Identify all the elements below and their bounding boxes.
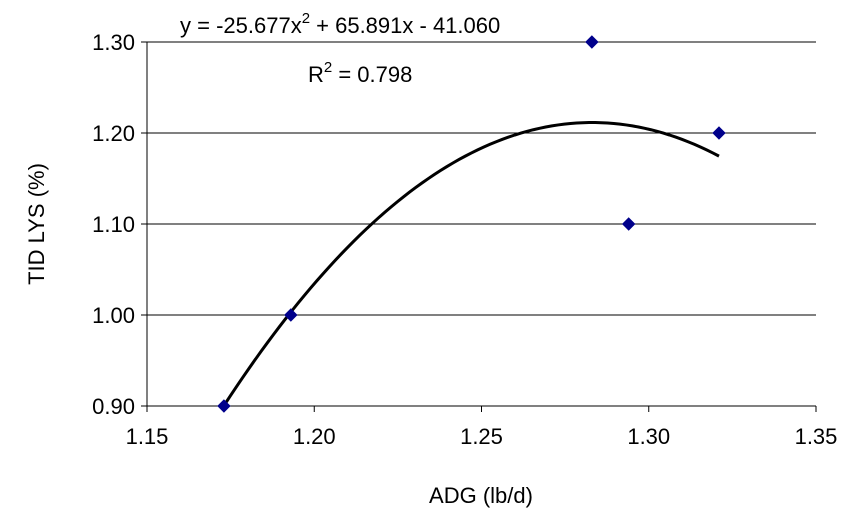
y-tick-label: 1.10 xyxy=(92,212,135,237)
data-points xyxy=(217,35,726,413)
r-squared-label: R2 = 0.798 xyxy=(308,59,412,87)
x-tick-label: 1.15 xyxy=(126,424,169,449)
x-tick-label: 1.25 xyxy=(460,424,503,449)
trendline xyxy=(222,121,720,407)
gridlines xyxy=(147,41,816,316)
axes xyxy=(141,41,817,412)
data-point-marker xyxy=(621,217,636,231)
y-tick-label: 1.20 xyxy=(92,121,135,146)
equation-exponent: 2 xyxy=(302,10,310,27)
tick-labels: 0.90 1.00 1.10 1.20 1.30 1.15 1.20 1.25 1.30 1.35 xyxy=(92,30,837,449)
data-point-marker xyxy=(712,126,726,140)
r-squared-exponent: 2 xyxy=(324,59,332,76)
y-axis-title: TID LYS (%) xyxy=(24,163,49,285)
data-point-marker xyxy=(284,308,298,322)
equation-suffix: + 65.891x - 41.060 xyxy=(310,13,500,38)
trendline-group xyxy=(222,121,720,407)
x-tick-label: 1.30 xyxy=(627,424,670,449)
y-tick-label: 0.90 xyxy=(92,394,135,419)
r-squared-suffix: = 0.798 xyxy=(332,62,412,87)
r-squared-prefix: R xyxy=(308,62,324,87)
y-tick-label: 1.30 xyxy=(92,30,135,55)
data-point-marker xyxy=(217,399,231,413)
x-axis-title: ADG (lb/d) xyxy=(429,483,533,508)
x-tick-label: 1.20 xyxy=(293,424,336,449)
data-point-marker xyxy=(585,35,599,49)
equation-prefix: y = -25.677x xyxy=(180,13,302,38)
y-tick-label: 1.00 xyxy=(92,303,135,328)
x-tick-label: 1.35 xyxy=(795,424,838,449)
trendline-equation: y = -25.677x2 + 65.891x - 41.060 xyxy=(180,10,500,38)
